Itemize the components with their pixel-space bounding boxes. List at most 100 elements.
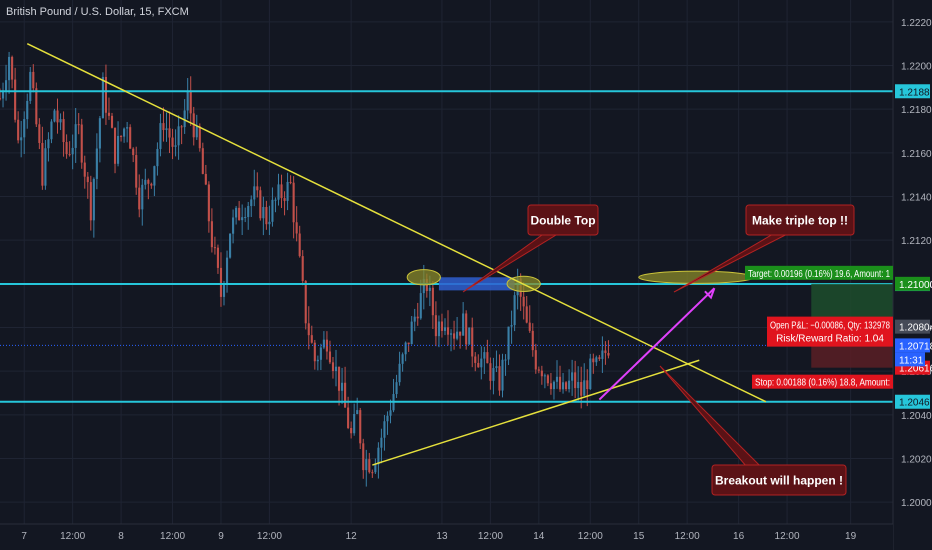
candle-body xyxy=(113,127,117,164)
candle-body xyxy=(195,126,198,138)
callout-text: Make triple top !! xyxy=(752,214,848,228)
price-marker xyxy=(895,84,930,99)
time-tick-label: 15 xyxy=(633,531,645,542)
candle-body xyxy=(204,173,207,185)
candle-body xyxy=(492,368,495,381)
candle-body xyxy=(198,126,201,149)
candle-body xyxy=(386,415,389,422)
candle-body xyxy=(95,148,98,179)
horizontal-levels[interactable] xyxy=(0,90,893,403)
time-tick-label: 14 xyxy=(533,531,545,542)
candle-body xyxy=(35,88,38,125)
time-tick-label: 16 xyxy=(733,531,745,542)
candle-body xyxy=(477,362,480,368)
candle-series xyxy=(0,51,610,487)
trendline xyxy=(26,42,767,403)
target-label-box xyxy=(745,265,893,280)
candle-body xyxy=(271,199,274,222)
price-tick-label: 1.22200 xyxy=(901,18,932,29)
candle-body xyxy=(377,447,380,465)
candle-body xyxy=(380,437,383,448)
candle-body xyxy=(71,147,74,155)
candle-body xyxy=(141,184,144,210)
candle-body xyxy=(77,124,80,126)
candle-body xyxy=(286,181,289,201)
arrow-head xyxy=(704,287,716,300)
candle-body xyxy=(44,148,47,186)
candle-body xyxy=(50,121,53,140)
candle-body xyxy=(162,123,165,131)
candle-body xyxy=(17,119,20,141)
price-tick-label: 1.20200 xyxy=(901,455,932,466)
candle-body xyxy=(116,135,120,164)
candle-body xyxy=(147,179,150,184)
candle-body xyxy=(8,56,11,81)
candle-body xyxy=(1,90,5,99)
candle-body xyxy=(80,124,83,163)
candle-body xyxy=(180,126,183,128)
candle-body xyxy=(558,376,562,390)
highlight-ellipse xyxy=(638,270,755,284)
callout-box xyxy=(711,464,847,496)
highlight-ellipse xyxy=(406,269,441,286)
candle-body xyxy=(344,382,347,408)
candle-body xyxy=(253,186,256,200)
candle-body xyxy=(86,176,89,183)
candle-body xyxy=(74,124,77,148)
candle-body xyxy=(14,79,17,120)
candle-body xyxy=(174,145,177,147)
candle-body xyxy=(189,91,192,114)
candle-body xyxy=(259,190,262,219)
time-axis[interactable]: 7 12:00 8 12:00 9 12:00 12 13 12:00 14 12:00 15 12:0… xyxy=(0,523,893,550)
callout-annotations[interactable]: Double Top Make triple top !! Breakout wil… xyxy=(462,204,855,496)
candle-body xyxy=(453,333,456,339)
candle-body xyxy=(289,181,292,183)
candle-body xyxy=(262,207,265,219)
candle-body xyxy=(107,112,111,116)
chart-title: British Pound / U.S. Dollar, 15, FXCM xyxy=(6,6,189,18)
candle-body xyxy=(120,135,123,137)
candle-body xyxy=(401,354,404,364)
candle-body xyxy=(350,428,353,434)
candle-body xyxy=(522,296,525,307)
price-tick-label: 1.21600 xyxy=(901,149,932,160)
candle-body xyxy=(513,295,516,326)
candle-body xyxy=(129,127,132,149)
candle-body xyxy=(247,206,250,218)
candle-body xyxy=(89,182,92,221)
candle-body xyxy=(359,410,362,444)
candle-body xyxy=(489,363,492,381)
candle-body xyxy=(331,362,335,372)
candle-body xyxy=(222,283,226,297)
candle-body xyxy=(280,184,283,199)
candle-body xyxy=(501,359,504,391)
candle-body xyxy=(244,217,247,219)
candle-body xyxy=(462,313,465,336)
candle-body xyxy=(47,139,50,149)
callout-pointer xyxy=(659,365,761,466)
time-tick-label: 8 xyxy=(118,531,124,542)
time-tick-label: 12:00 xyxy=(257,531,282,542)
candle-body xyxy=(256,186,259,191)
drawing-objects[interactable] xyxy=(26,42,767,466)
candle-body xyxy=(156,148,159,167)
candle-body xyxy=(316,359,319,362)
candle-body xyxy=(213,247,216,249)
candle-body xyxy=(229,233,232,258)
candle-body xyxy=(153,166,156,186)
candle-body xyxy=(583,380,586,396)
candle-body xyxy=(437,321,440,337)
candle-body xyxy=(577,382,580,389)
candle-body xyxy=(449,333,453,335)
callout-text: Breakout will happen ! xyxy=(715,474,843,488)
candle-body xyxy=(546,375,549,384)
candle-body xyxy=(540,370,543,377)
candle-body xyxy=(537,369,540,371)
candle-body xyxy=(595,357,598,363)
candle-body xyxy=(186,91,189,111)
candle-body xyxy=(371,472,374,474)
candle-body xyxy=(29,71,32,101)
price-axis[interactable]: 1.22200 1.22000 1.21800 1.21600 1.21400 1.212… xyxy=(892,0,932,550)
candle-body xyxy=(132,148,135,156)
